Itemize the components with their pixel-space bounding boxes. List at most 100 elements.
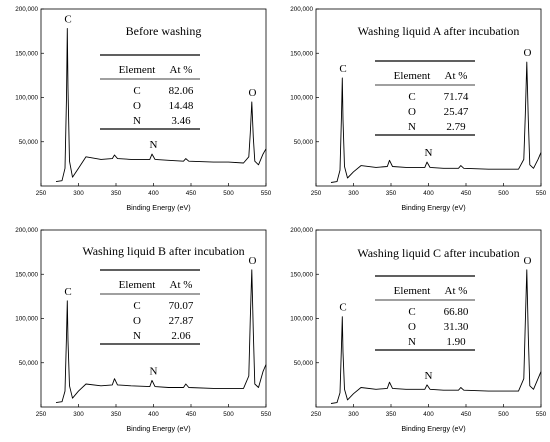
spectrum-chart: 50,000 100,000 150,000 200,000 250 300 350 400 4… [290,6,547,212]
spectrum-panel-washing-liquid-c: 50,000 100,000 150,000 200,000 250 300 350 400 4… [275,221,550,442]
chart-title: Before washing [126,24,202,38]
peak-label-c: C [64,286,71,298]
table-cell-at-percent: 82.06 [169,85,194,97]
table-header-at-percent: At % [445,70,468,82]
peak-label-n: N [150,139,158,151]
peak-label-c: C [339,63,346,75]
x-tick-label: 550 [261,411,272,418]
table-header-element: Element [119,279,156,291]
x-tick-label: 250 [36,190,47,197]
table-cell-element: N [408,336,416,348]
x-axis-label: Binding Energy (eV) [126,424,190,433]
table-header-element: Element [119,64,156,76]
spectrum-panel-washing-liquid-b: 50,000 100,000 150,000 200,000 250 300 350 400 4… [0,221,275,442]
y-tick-label: 150,000 [290,271,313,278]
x-tick-label: 550 [536,411,547,418]
x-tick-label: 350 [111,190,122,197]
y-tick-label: 150,000 [15,271,38,278]
table-cell-element: O [408,106,416,118]
x-tick-label: 400 [423,190,434,197]
peak-label-c: C [64,13,71,25]
spectrum-chart: 50,000 100,000 150,000 200,000 250 300 350 400 4… [15,227,272,433]
x-tick-label: 550 [261,190,272,197]
table-header-at-percent: At % [170,64,193,76]
table-cell-at-percent: 25.47 [444,106,469,118]
y-tick-label: 100,000 [290,316,313,323]
table-cell-element: O [133,315,141,327]
spectrum-line [330,269,542,404]
peak-label-o: O [524,255,532,267]
y-tick-label: 50,000 [294,139,314,146]
x-tick-label: 450 [186,411,197,418]
y-tick-label: 200,000 [290,6,313,13]
composition-table: Element At % C 71.74 O 25.47 N 2.79 [375,60,475,136]
y-tick-label: 200,000 [290,227,313,234]
x-tick-label: 400 [148,190,159,197]
y-tick-label: 200,000 [15,227,38,234]
x-tick-label: 300 [73,190,84,197]
chart-title: Washing liquid C after incubation [357,246,519,260]
composition-table: Element At % C 70.07 O 27.87 N 2.06 [100,269,200,345]
x-tick-label: 250 [311,190,322,197]
table-cell-at-percent: 70.07 [169,300,194,312]
x-tick-label: 350 [111,411,122,418]
spectrum-chart: 50,000 100,000 150,000 200,000 250 300 350 400 4… [290,227,547,433]
peak-label-n: N [425,147,433,159]
table-cell-at-percent: 71.74 [444,91,469,103]
spectrum-line [55,269,267,404]
table-cell-at-percent: 2.79 [446,121,466,133]
y-tick-label: 50,000 [19,139,39,146]
table-header-element: Element [394,285,431,297]
peak-label-o: O [249,255,257,267]
y-tick-label: 50,000 [19,360,39,367]
x-tick-label: 250 [36,411,47,418]
y-tick-label: 100,000 [15,95,38,102]
peak-label-o: O [249,87,257,99]
peak-label-n: N [150,365,158,377]
composition-table: Element At % C 66.80 O 31.30 N 1.90 [375,275,475,351]
x-tick-label: 500 [223,190,234,197]
x-tick-label: 300 [348,190,359,197]
y-tick-label: 100,000 [15,316,38,323]
table-cell-at-percent: 2.06 [171,330,191,342]
spectrum-line [55,28,267,183]
peak-label-c: C [339,302,346,314]
y-tick-label: 100,000 [290,95,313,102]
x-tick-label: 300 [73,411,84,418]
x-tick-label: 500 [498,190,509,197]
y-tick-label: 200,000 [15,6,38,13]
x-tick-label: 500 [498,411,509,418]
x-tick-label: 550 [536,190,547,197]
y-tick-label: 50,000 [294,360,314,367]
x-tick-label: 400 [148,411,159,418]
table-cell-at-percent: 3.46 [171,115,191,127]
peak-label-n: N [425,370,433,382]
table-cell-at-percent: 14.48 [169,100,194,112]
table-cell-element: O [408,321,416,333]
x-tick-label: 450 [461,190,472,197]
table-cell-at-percent: 27.87 [169,315,194,327]
composition-table: Element At % C 82.06 O 14.48 N 3.46 [100,54,200,130]
x-tick-label: 250 [311,411,322,418]
table-cell-element: C [133,300,140,312]
x-tick-label: 300 [348,411,359,418]
table-cell-at-percent: 1.90 [446,336,466,348]
table-cell-element: N [133,115,141,127]
x-axis-label: Binding Energy (eV) [401,203,465,212]
table-header-at-percent: At % [445,285,468,297]
x-tick-label: 350 [386,411,397,418]
table-cell-element: N [408,121,416,133]
x-tick-label: 500 [223,411,234,418]
spectrum-panel-before-washing: 50,000 100,000 150,000 200,000 250 300 350 400 4… [0,0,275,221]
spectrum-panel-washing-liquid-a: 50,000 100,000 150,000 200,000 250 300 350 400 4… [275,0,550,221]
table-cell-element: C [408,91,415,103]
x-tick-label: 450 [461,411,472,418]
table-cell-element: N [133,330,141,342]
table-cell-element: C [133,85,140,97]
x-axis-label: Binding Energy (eV) [126,203,190,212]
table-cell-at-percent: 31.30 [444,321,469,333]
y-tick-label: 150,000 [290,50,313,57]
table-header-element: Element [394,70,431,82]
x-tick-label: 450 [186,190,197,197]
